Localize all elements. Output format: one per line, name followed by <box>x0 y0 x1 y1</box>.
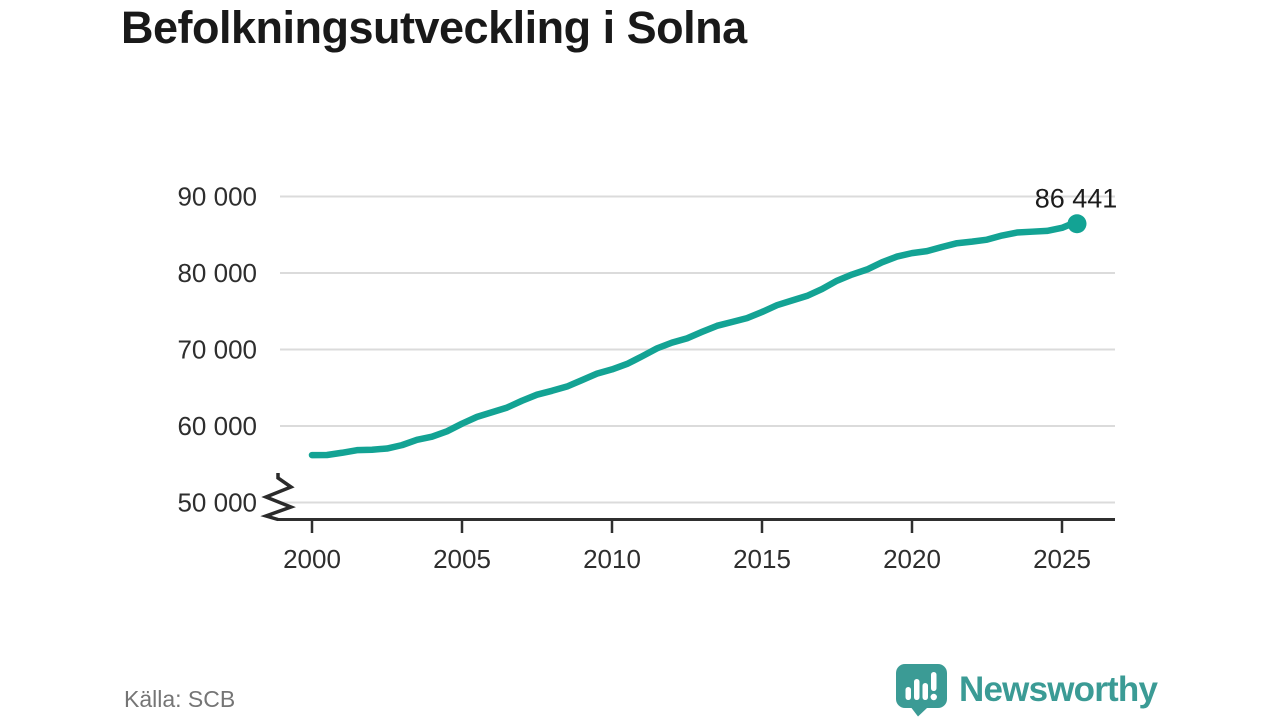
population-line <box>308 220 1081 459</box>
x-tick-label: 2015 <box>733 544 791 574</box>
logo-bar-tall <box>914 679 920 700</box>
y-tick-label: 80 000 <box>177 258 257 288</box>
y-tick-label: 90 000 <box>177 182 257 212</box>
x-axis-labels: 2000 2005 2010 2015 2020 2025 <box>283 544 1091 574</box>
source-label: Källa: SCB <box>124 686 236 712</box>
y-tick-label: 60 000 <box>177 411 257 441</box>
y-tick-label: 50 000 <box>177 488 257 518</box>
x-tick-label: 2000 <box>283 544 341 574</box>
logo-exclamation-dot <box>930 693 937 701</box>
y-tick-label: 70 000 <box>177 335 257 365</box>
newsworthy-wordmark: Newsworthy <box>959 670 1158 709</box>
newsworthy-logo: Newsworthy <box>895 662 1158 718</box>
latest-value-label: 86 441 <box>1035 184 1118 214</box>
chart-title: Befolkningsutveckling i Solna <box>121 2 747 53</box>
latest-point-marker <box>1067 214 1087 234</box>
x-tick-label: 2020 <box>883 544 941 574</box>
x-tick-label: 2025 <box>1033 544 1091 574</box>
axis-break-icon <box>260 473 296 522</box>
x-tick-label: 2005 <box>433 544 491 574</box>
newsworthy-bubble-chart-icon <box>896 664 947 717</box>
logo-exclamation-stem <box>931 672 937 691</box>
x-axis-ticks <box>310 520 1064 533</box>
y-axis-labels: 50 000 60 000 70 000 80 000 90 000 <box>177 182 257 518</box>
logo-bar-medium <box>922 683 928 700</box>
logo-bar-short <box>905 687 911 700</box>
x-tick-label: 2010 <box>583 544 641 574</box>
gridlines <box>280 195 1115 504</box>
